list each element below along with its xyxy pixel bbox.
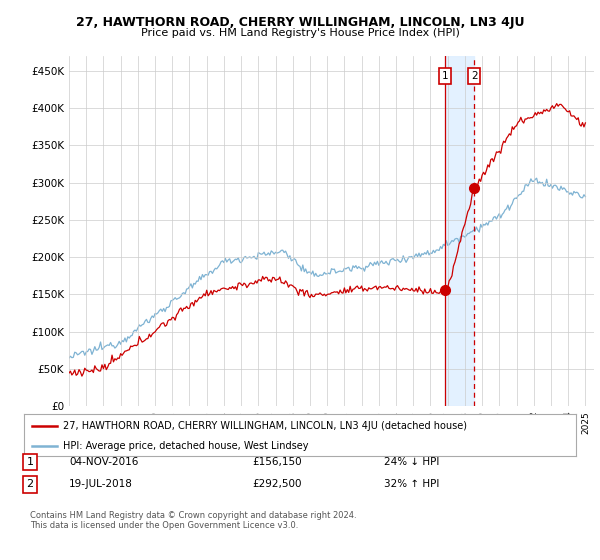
Text: Contains HM Land Registry data © Crown copyright and database right 2024.
This d: Contains HM Land Registry data © Crown c… — [30, 511, 356, 530]
Text: 1: 1 — [26, 457, 34, 467]
Text: Price paid vs. HM Land Registry's House Price Index (HPI): Price paid vs. HM Land Registry's House … — [140, 28, 460, 38]
Text: 32% ↑ HPI: 32% ↑ HPI — [384, 479, 439, 489]
Text: £156,150: £156,150 — [252, 457, 302, 467]
Text: 04-NOV-2016: 04-NOV-2016 — [69, 457, 139, 467]
Text: 1: 1 — [442, 71, 448, 81]
Text: 2: 2 — [471, 71, 478, 81]
Text: 24% ↓ HPI: 24% ↓ HPI — [384, 457, 439, 467]
Text: £292,500: £292,500 — [252, 479, 302, 489]
Text: 27, HAWTHORN ROAD, CHERRY WILLINGHAM, LINCOLN, LN3 4JU: 27, HAWTHORN ROAD, CHERRY WILLINGHAM, LI… — [76, 16, 524, 29]
Bar — [445, 56, 474, 406]
Text: 2: 2 — [26, 479, 34, 489]
Text: 19-JUL-2018: 19-JUL-2018 — [69, 479, 133, 489]
Text: HPI: Average price, detached house, West Lindsey: HPI: Average price, detached house, West… — [62, 441, 308, 451]
Text: 27, HAWTHORN ROAD, CHERRY WILLINGHAM, LINCOLN, LN3 4JU (detached house): 27, HAWTHORN ROAD, CHERRY WILLINGHAM, LI… — [62, 421, 467, 431]
